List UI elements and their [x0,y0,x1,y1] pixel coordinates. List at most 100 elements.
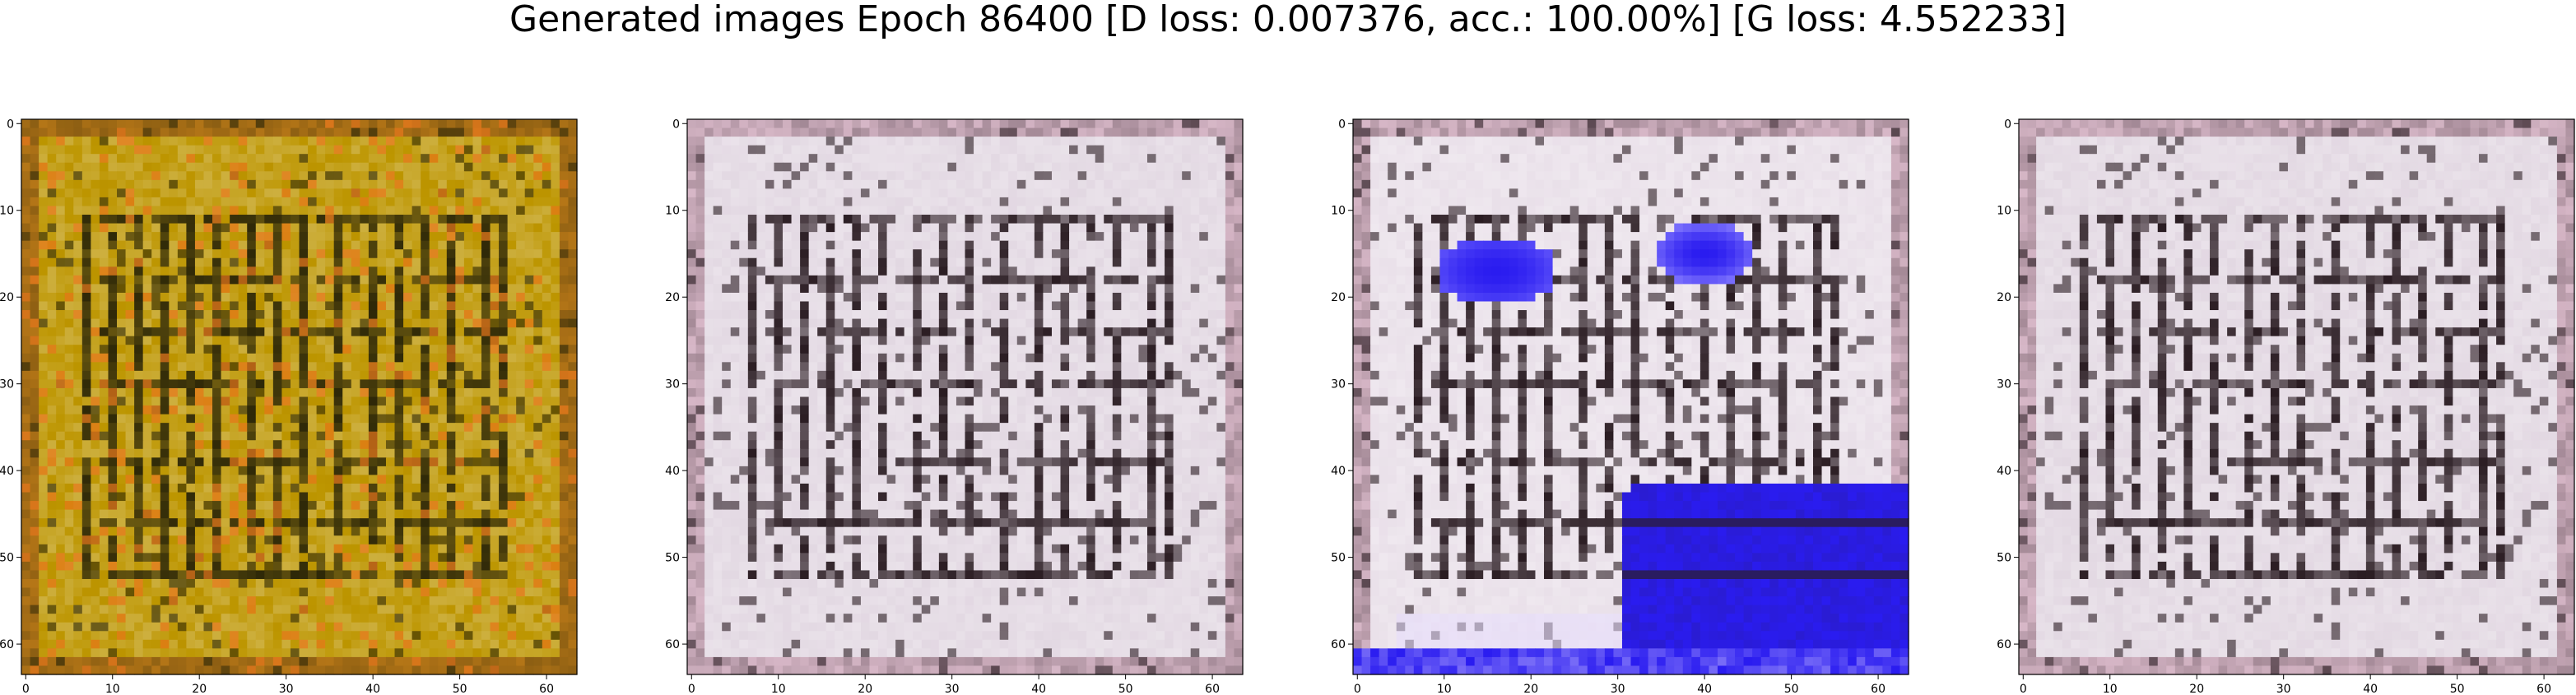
pixel [817,127,827,137]
pixel [255,154,265,164]
pixel [568,561,578,572]
pixel [551,457,560,467]
pixel [194,605,205,614]
pixel [290,119,300,129]
pixel [238,310,248,320]
pixel [490,387,500,398]
pixel [316,423,326,433]
pixel [264,240,274,250]
pixel [21,648,31,658]
pixel [151,327,161,337]
pixel [481,535,491,545]
pixel [421,570,430,580]
pixel [316,145,326,155]
pixel [264,206,274,215]
pixel [30,440,40,450]
pixel [56,509,66,519]
pixel [238,578,248,589]
pixel [247,518,257,528]
pixel [99,257,109,267]
pixel [360,553,370,563]
pixel [316,414,326,424]
pixel [930,171,940,181]
pixel [507,544,517,554]
pixel [687,154,697,164]
pixel [73,275,83,285]
pixel [965,145,974,155]
pixel [713,171,723,181]
pixel [542,492,551,502]
pixel [47,292,57,303]
pixel [39,284,49,294]
pixel [151,162,161,172]
pixel [455,448,465,458]
pixel [516,145,526,155]
pixel [308,318,318,328]
pixel [39,370,49,381]
pixel [412,275,421,285]
pixel [516,215,526,225]
pixel [47,345,57,354]
pixel [524,501,534,511]
pixel [238,544,248,554]
pixel [1121,171,1131,181]
pixel [1182,154,1192,164]
pixel [568,292,578,303]
pixel [472,188,482,198]
pixel [351,232,360,242]
pixel [438,544,448,554]
pixel [230,379,239,389]
pixel [913,154,923,164]
pixel [695,162,705,172]
pixel [507,145,517,155]
pixel [281,509,291,519]
pixel [308,370,318,381]
pixel [524,553,534,563]
pixel [290,179,300,189]
pixel [507,423,517,433]
pixel [230,188,239,198]
pixel [64,665,74,675]
pixel [177,544,187,554]
pixel [117,440,127,450]
pixel [739,206,749,215]
pixel [360,145,370,155]
pixel [238,249,248,259]
pixel [765,119,775,129]
pixel [117,526,127,536]
pixel [1138,197,1148,207]
pixel [765,215,775,225]
pixel [142,466,152,476]
pixel [542,518,551,528]
pixel [1216,197,1226,207]
pixel [212,656,222,667]
pixel [412,345,421,354]
pixel [47,284,57,294]
pixel [160,145,170,155]
pixel [342,639,352,649]
pixel [835,154,844,164]
pixel [463,137,474,146]
pixel [524,440,534,450]
pixel [1104,223,1114,233]
pixel [186,301,196,311]
pixel [463,656,474,667]
pixel [1173,145,1183,155]
pixel [73,215,83,225]
pixel [325,405,335,415]
pixel [1155,206,1165,215]
pixel [30,605,40,614]
pixel [186,501,196,511]
pixel [81,431,91,441]
pixel [551,475,560,484]
pixel [108,656,118,667]
pixel [142,257,152,267]
pixel [1051,119,1062,129]
pixel [499,648,509,658]
pixel [860,232,871,242]
pixel [47,206,57,215]
pixel [533,162,543,172]
pixel [360,266,370,276]
pixel [230,345,239,354]
pixel [368,423,379,433]
